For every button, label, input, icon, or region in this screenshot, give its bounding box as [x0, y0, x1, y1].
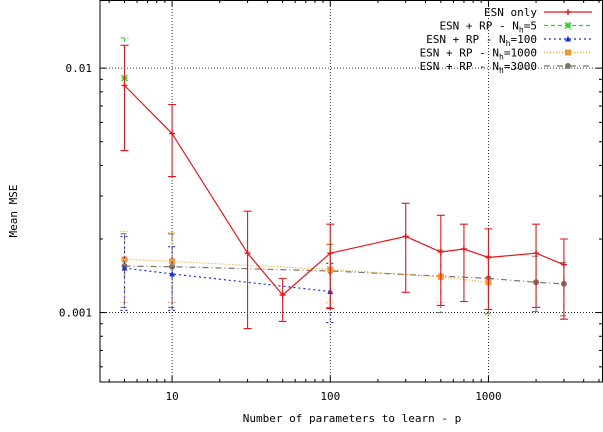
error-bar	[532, 223, 541, 308]
legend-marker	[565, 49, 571, 56]
data-point	[485, 254, 492, 261]
x-tick-label: 1000	[475, 390, 502, 403]
series-line	[124, 267, 331, 293]
legend-marker	[565, 36, 571, 42]
data-point	[327, 250, 334, 257]
data-point	[169, 258, 176, 265]
error-bar	[326, 223, 335, 309]
series-line	[124, 265, 564, 285]
legend-label: ESN only	[484, 6, 537, 19]
error-bar	[168, 246, 177, 312]
legend-label: ESN + RP - Nh=3000	[420, 60, 537, 75]
y-axis-label: Mean MSE	[7, 185, 20, 238]
data-point	[121, 82, 128, 89]
error-bar	[278, 277, 287, 322]
error-bar	[168, 231, 177, 304]
error-bar	[168, 103, 177, 178]
data-point	[437, 248, 444, 255]
data-point	[460, 246, 467, 253]
error-bar	[436, 214, 445, 306]
data-point	[169, 130, 176, 137]
error-bar	[559, 238, 568, 320]
error-bar	[484, 228, 493, 310]
legend-marker	[565, 9, 571, 15]
x-tick-label: 10	[165, 390, 178, 403]
series-2	[120, 235, 335, 324]
data-point	[279, 292, 286, 299]
data-point	[244, 250, 251, 257]
series-4	[120, 233, 568, 317]
series-0	[120, 44, 568, 330]
data-point	[533, 250, 540, 257]
data-point	[169, 270, 176, 277]
data-point	[121, 265, 128, 271]
legend-label: ESN + RP - Nh=5	[439, 20, 537, 35]
error-bar	[120, 235, 129, 312]
error-bar	[401, 202, 410, 293]
data-point	[560, 261, 567, 268]
error-bar	[120, 44, 129, 152]
y-tick-label: 0.01	[66, 62, 93, 75]
legend-marker	[565, 63, 571, 69]
x-tick-label: 100	[320, 390, 340, 403]
data-point	[121, 256, 128, 263]
y-tick-label: 0.001	[59, 307, 92, 320]
error-bar	[243, 210, 252, 330]
legend-marker	[564, 22, 572, 29]
legend-label: ESN + RP - Nh=100	[426, 33, 537, 48]
x-axis-label: Number of parameters to learn - p	[243, 412, 462, 425]
data-point	[402, 233, 409, 240]
error-bar	[459, 223, 468, 303]
series-line	[124, 84, 565, 296]
legend-label: ESN + RP - Nh=1000	[420, 47, 537, 62]
